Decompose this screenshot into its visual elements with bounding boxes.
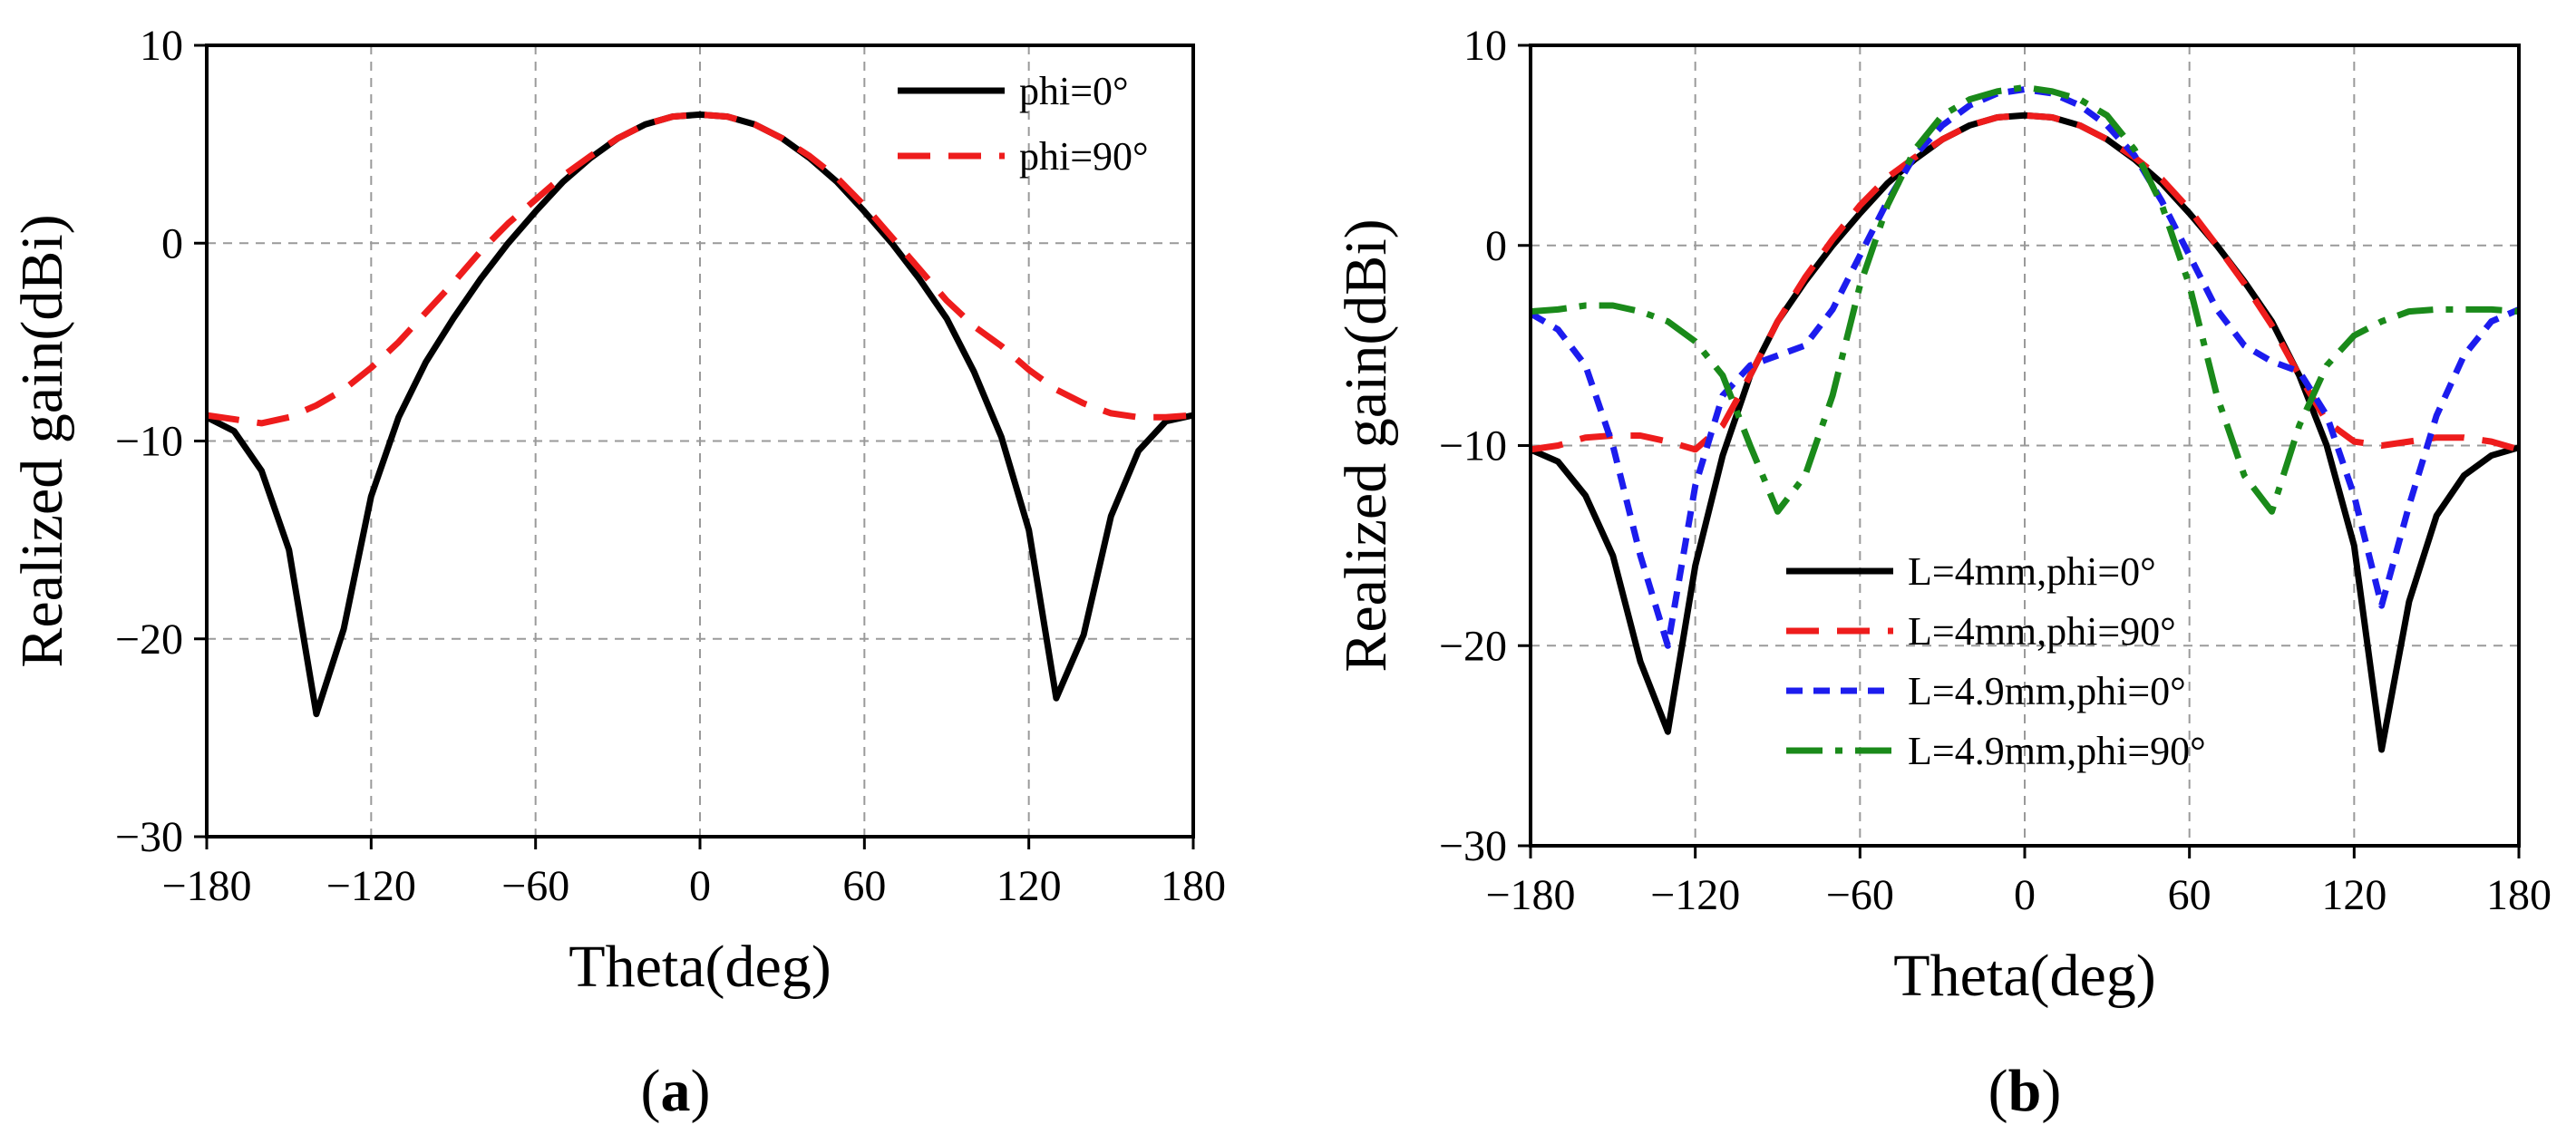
chart-panel-b: −180 −120 −60 0 60 120 180 −30 −20 −10 0 10 Theta(de…	[1333, 22, 2552, 1124]
y-tick-label: 10	[140, 22, 183, 70]
series-line-2	[206, 111, 1194, 427]
y-axis-label: Realized gain(dBi)	[1333, 218, 1399, 672]
x-tick-label: 60	[842, 862, 886, 910]
y-tick-label: 0	[1485, 222, 1507, 270]
legend-label-1: L=4mm,phi=0°	[1908, 549, 2156, 594]
legend-label-2: phi=90°	[1019, 134, 1149, 179]
series-line-3	[1529, 86, 2521, 649]
y-tick-label: −10	[115, 418, 183, 466]
x-tick-label: −180	[161, 862, 251, 910]
legend-label-1: phi=0°	[1019, 69, 1129, 113]
x-tick-label: −60	[1826, 871, 1894, 919]
x-tick-label: 180	[2486, 871, 2552, 919]
x-tick-label: 120	[996, 862, 1062, 910]
legend-label-4: L=4.9mm,phi=90°	[1908, 729, 2206, 773]
panel-caption: (a)	[641, 1058, 711, 1124]
caption-close-paren: )	[691, 1058, 711, 1124]
y-tick-label: −10	[1439, 422, 1507, 470]
legend-label-2: L=4mm,phi=90°	[1908, 609, 2176, 654]
x-tick-label: 0	[2014, 871, 2036, 919]
series-line-2	[1530, 111, 2520, 453]
caption-letter: b	[2008, 1058, 2042, 1124]
x-tick-label: −120	[326, 862, 416, 910]
chart-panel-a: −180 −120 −60 0 60 120 180 −30 −20 −10 0 10 Theta(de…	[9, 22, 1226, 1124]
x-axis-label: Theta(deg)	[569, 934, 831, 1000]
y-tick-label: −30	[1439, 822, 1507, 870]
y-tick-label: 10	[1463, 22, 1507, 70]
y-tick-label: −20	[1439, 622, 1507, 670]
y-tick-label: −20	[115, 616, 183, 664]
y-axis-label: Realized gain(dBi)	[9, 214, 75, 667]
series-line-1	[205, 111, 1194, 718]
x-tick-label: 60	[2168, 871, 2211, 919]
caption-letter: a	[661, 1058, 691, 1124]
legend: L=4mm,phi=0° L=4mm,phi=90° L=4.9mm,phi=0° L…	[1786, 549, 2206, 773]
series-line-4	[1530, 83, 2520, 515]
caption-close-paren: )	[2041, 1058, 2061, 1124]
x-tick-label: 180	[1161, 862, 1226, 910]
x-tick-label: −180	[1485, 871, 1575, 919]
x-tick-label: −60	[501, 862, 569, 910]
caption-open-paren: (	[1988, 1058, 2008, 1124]
x-tick-label: 120	[2321, 871, 2386, 919]
x-tick-label: 0	[689, 862, 711, 910]
caption-open-paren: (	[641, 1058, 661, 1124]
x-axis-label: Theta(deg)	[1893, 943, 2156, 1009]
legend-label-3: L=4.9mm,phi=0°	[1908, 669, 2186, 713]
y-tick-label: 0	[161, 219, 183, 267]
panel-caption: (b)	[1988, 1058, 2062, 1124]
y-tick-label: −30	[115, 813, 183, 861]
legend: phi=0° phi=90°	[898, 69, 1149, 179]
series-line-1	[1529, 111, 2520, 753]
x-tick-label: −120	[1650, 871, 1740, 919]
